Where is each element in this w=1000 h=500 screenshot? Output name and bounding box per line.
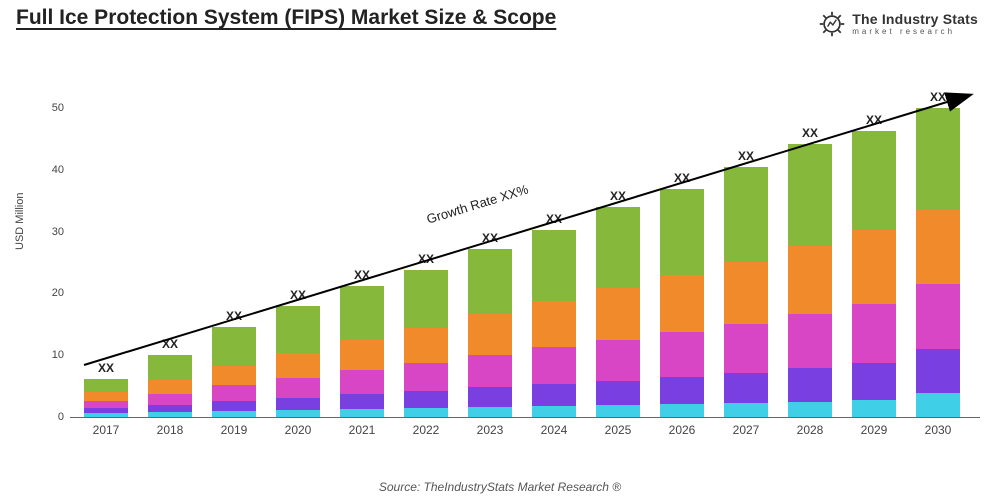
x-tick-label: 2028 [788,423,832,437]
y-tick-label: 50 [40,102,64,114]
x-tick-label: 2026 [660,423,704,437]
x-tick-label: 2024 [532,423,576,437]
y-tick-label: 10 [40,349,64,361]
x-tick-label: 2025 [596,423,640,437]
brand-logo: The Industry Stats market research [818,10,978,38]
x-tick-label: 2029 [852,423,896,437]
page-title: Full Ice Protection System (FIPS) Market… [16,6,556,30]
x-axis-line [70,417,980,418]
y-axis-label: USD Million [14,193,26,250]
source-text: Source: TheIndustryStats Market Research… [0,480,1000,494]
brand-text: The Industry Stats market research [852,12,978,36]
x-tick-label: 2023 [468,423,512,437]
x-tick-label: 2019 [212,423,256,437]
trend-arrow [70,65,980,445]
brand-title: The Industry Stats [852,12,978,26]
chart-container: Full Ice Protection System (FIPS) Market… [0,0,1000,500]
plot-area: XXXXXXXXXXXXXXXXXXXXXXXXXXXX Growth Rate… [70,65,980,445]
x-tick-label: 2022 [404,423,448,437]
y-tick-label: 20 [40,287,64,299]
x-tick-label: 2027 [724,423,768,437]
x-tick-label: 2020 [276,423,320,437]
y-tick-label: 0 [40,411,64,423]
gear-icon [818,10,846,38]
x-tick-label: 2017 [84,423,128,437]
y-tick-label: 40 [40,164,64,176]
x-tick-label: 2018 [148,423,192,437]
y-tick-label: 30 [40,226,64,238]
x-tick-label: 2030 [916,423,960,437]
brand-subtitle: market research [852,28,978,36]
x-tick-label: 2021 [340,423,384,437]
